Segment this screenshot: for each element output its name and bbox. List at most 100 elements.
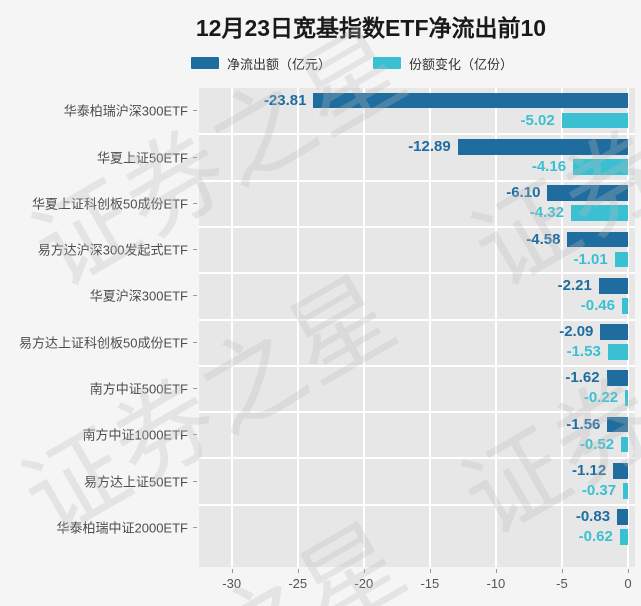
bar-value-label: -1.56 (566, 415, 601, 433)
x-tick-label: -5 (556, 576, 568, 591)
bar-value-label: -0.37 (581, 482, 617, 499)
bar-share-change (614, 251, 628, 268)
vertical-gridline (494, 88, 497, 567)
bar-net-outflow (547, 185, 628, 201)
category-label: 南方中证500ETF (89, 381, 188, 397)
bar-value-label: -5.02 (520, 111, 555, 129)
horizontal-gridline (199, 272, 635, 275)
bar-share-change (619, 529, 628, 546)
bar-net-outflow (567, 231, 628, 248)
bar-value-label: -1.01 (573, 250, 608, 268)
category-label: 易方达上证科创板50成份ETF (18, 335, 188, 351)
legend-item-net-outflow: 净流出额（亿元） (190, 54, 331, 73)
category-label: 易方达沪深300发起式ETF (37, 242, 188, 258)
category-label: 华泰柏瑞中证2000ETF (56, 520, 188, 536)
category-tick-mark (193, 156, 197, 158)
bar-net-outflow (598, 277, 628, 294)
category-tick-mark (193, 388, 197, 389)
bar-share-change (607, 344, 628, 360)
category-tick-mark (193, 480, 197, 482)
bar-share-change (573, 158, 628, 175)
category-label: 华夏上证50ETF (96, 150, 188, 165)
vertical-gridline (428, 88, 431, 567)
horizontal-gridline (199, 318, 635, 321)
bar-value-label: -1.53 (566, 343, 601, 361)
legend-label-share-change: 份额变化（亿份） (409, 56, 514, 72)
x-axis: -30 -25 -20 -15 -10 -5 0 (199, 567, 635, 599)
category-tick-mark (193, 295, 197, 297)
bar-share-change (561, 112, 628, 129)
bar-share-change (621, 436, 628, 453)
x-tick-label: -30 (222, 576, 242, 591)
bar-value-label: -2.21 (557, 276, 592, 294)
vertical-gridline (296, 88, 299, 567)
x-tick-mark (628, 569, 629, 573)
legend: 净流出额（亿元） 份额变化（亿份） (63, 54, 641, 72)
x-tick-mark (363, 569, 365, 573)
bar-value-label: -0.83 (575, 508, 611, 526)
vertical-gridline (362, 88, 365, 567)
bar-share-change (621, 297, 628, 314)
bar-share-change (623, 483, 628, 499)
legend-label-net-outflow: 净流出额（亿元） (226, 56, 331, 72)
plot-area: -23.81 -5.02 -12.89 -4.16 -6.10 -4.32 -4.58 -1.… (199, 88, 635, 567)
bar-value-label: -0.52 (579, 435, 615, 453)
bar-value-label: -1.62 (565, 369, 600, 387)
horizontal-gridline (199, 225, 635, 228)
bar-net-outflow (457, 138, 628, 155)
x-tick-label: -15 (420, 576, 440, 591)
category-label: 华夏上证科创板50成份ETF (31, 196, 188, 212)
bar-value-label: -0.46 (580, 296, 615, 314)
category-label: 南方中证1000ETF (82, 427, 188, 443)
bar-net-outflow (606, 370, 628, 387)
y-axis-labels: 华泰柏瑞沪深300ETF 华夏上证50ETF 华夏上证科创板50成份ETF 易方达沪深… (0, 88, 197, 567)
bar-value-label: -23.81 (263, 91, 307, 109)
bar-net-outflow (617, 509, 628, 526)
vertical-gridline (560, 88, 563, 567)
x-tick-label: -20 (354, 576, 374, 591)
bar-value-label: -12.89 (408, 137, 451, 155)
bar-value-label: -1.12 (572, 462, 607, 479)
bar-value-label: -0.22 (583, 389, 619, 407)
bar-value-label: -4.16 (531, 157, 567, 175)
category-tick-mark (193, 202, 197, 204)
bar-value-label: -2.09 (559, 323, 594, 341)
x-tick-mark (561, 569, 563, 573)
bar-net-outflow (600, 324, 628, 340)
bar-value-label: -6.10 (506, 184, 541, 202)
category-tick-mark (193, 341, 197, 343)
horizontal-gridline (199, 133, 635, 136)
horizontal-gridline (199, 364, 635, 367)
legend-swatch-share-change (373, 57, 401, 69)
category-tick-mark (193, 249, 197, 251)
bar-net-outflow (607, 416, 628, 433)
category-tick-mark (193, 110, 197, 112)
horizontal-gridline (199, 179, 635, 182)
bar-share-change (570, 205, 628, 221)
chart-title: 12月23日宽基指数ETF净流出前10 (195, 15, 547, 41)
vertical-gridline (627, 88, 629, 567)
horizontal-gridline (199, 457, 635, 460)
legend-swatch-net-outflow (190, 57, 219, 69)
category-label: 易方达上证50ETF (83, 474, 188, 490)
bar-net-outflow (613, 463, 628, 479)
x-tick-mark (495, 569, 497, 573)
legend-item-share-change: 份额变化（亿份） (373, 54, 513, 73)
bar-value-label: -4.58 (526, 230, 561, 248)
category-tick-mark (193, 526, 197, 528)
x-tick-mark (231, 569, 233, 573)
x-tick-mark (297, 569, 299, 573)
category-label: 华夏沪深300ETF (89, 288, 188, 304)
bar-value-label: -0.62 (578, 528, 613, 546)
category-label: 华泰柏瑞沪深300ETF (63, 103, 188, 119)
x-tick-label: -10 (486, 576, 506, 591)
x-tick-mark (429, 569, 431, 573)
vertical-gridline (230, 88, 233, 567)
bar-value-label: -4.32 (529, 204, 564, 222)
category-tick-mark (193, 434, 197, 436)
x-tick-label: 0 (624, 576, 632, 591)
horizontal-gridline (199, 503, 635, 506)
bar-net-outflow (313, 92, 628, 109)
bar-share-change (625, 390, 628, 407)
